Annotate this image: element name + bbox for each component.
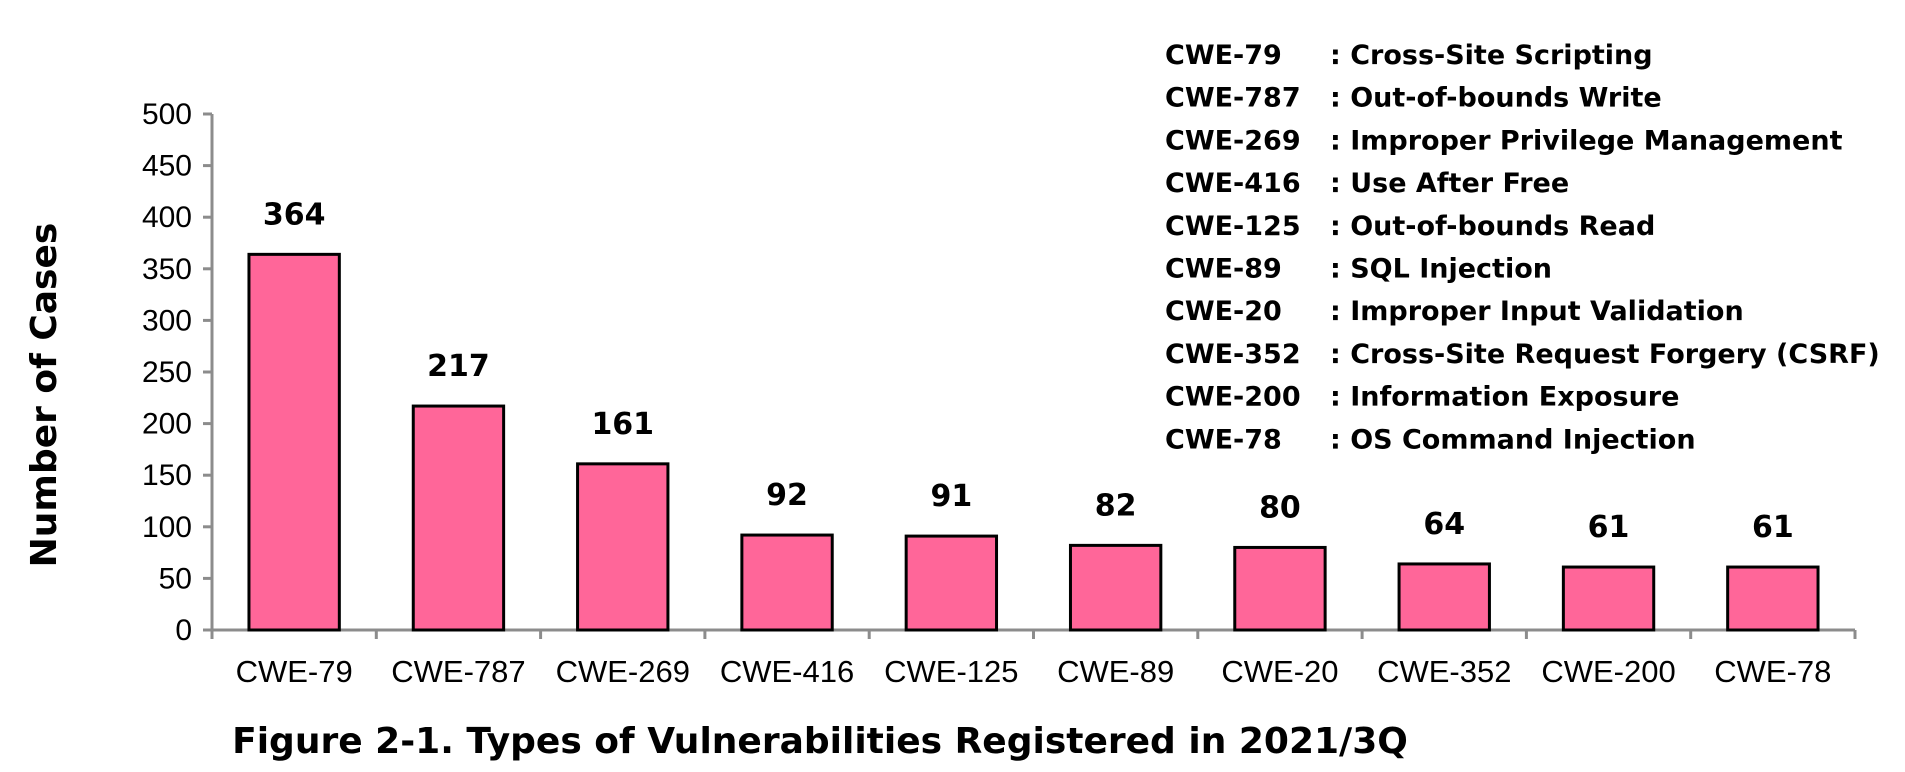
y-tick-label: 350 — [142, 253, 192, 286]
data-labels: 364 217 161 92 91 82 80 64 61 61 — [263, 197, 1794, 545]
legend-code: CWE-20 — [1165, 296, 1282, 327]
data-label: 161 — [591, 407, 654, 442]
legend-description: : Cross-Site Request Forgery (CSRF) — [1330, 339, 1880, 370]
x-tick-label: CWE-416 — [720, 654, 854, 689]
legend-code: CWE-200 — [1165, 382, 1301, 413]
legend-description: : Out-of-bounds Read — [1330, 211, 1655, 242]
bar-cwe-89 — [1068, 543, 1163, 632]
legend-description: : Out-of-bounds Write — [1330, 83, 1662, 114]
y-tick-label: 0 — [175, 614, 192, 647]
bars — [247, 252, 1820, 632]
x-tick-label: CWE-79 — [236, 654, 353, 689]
legend-code: CWE-352 — [1165, 339, 1301, 370]
bar-cwe-20 — [1233, 545, 1327, 632]
y-tick-label: 100 — [142, 511, 192, 544]
chart-title: Figure 2-1. Types of Vulnerabilities Reg… — [232, 721, 1408, 762]
bar-cwe-200 — [1561, 565, 1656, 632]
y-tick-label: 150 — [142, 459, 192, 492]
x-tick-label: CWE-78 — [1714, 654, 1831, 689]
y-axis-label: Number of Cases — [24, 223, 65, 568]
x-tick-label: CWE-89 — [1057, 654, 1174, 689]
bar-cwe-125 — [904, 534, 999, 632]
legend-description: : Use After Free — [1330, 168, 1569, 199]
x-tick-label: CWE-352 — [1377, 654, 1511, 689]
legend-code: CWE-416 — [1165, 168, 1301, 199]
y-tick-label: 50 — [159, 562, 192, 595]
y-tick-label: 250 — [142, 356, 192, 389]
data-label: 61 — [1752, 510, 1794, 545]
bar-cwe-416 — [740, 533, 834, 632]
bar-cwe-787 — [411, 404, 506, 632]
data-label: 82 — [1095, 488, 1137, 523]
legend-description: : Cross-Site Scripting — [1330, 40, 1653, 71]
x-tick-label: CWE-125 — [884, 654, 1018, 689]
data-label: 64 — [1423, 507, 1465, 542]
data-label: 61 — [1588, 510, 1630, 545]
y-tick-label: 400 — [142, 201, 192, 234]
legend-description: : Improper Input Validation — [1330, 296, 1744, 327]
data-label: 92 — [766, 478, 808, 513]
legend-code: CWE-78 — [1165, 424, 1282, 455]
y-tick-label: 500 — [142, 98, 192, 131]
bar-cwe-78 — [1726, 565, 1820, 632]
bar-cwe-352 — [1397, 562, 1491, 632]
data-label: 364 — [263, 197, 326, 232]
legend-description: : SQL Injection — [1330, 254, 1552, 285]
legend-description: : Improper Privilege Management — [1330, 125, 1843, 156]
legend-description: : Information Exposure — [1330, 382, 1679, 413]
x-tick-label: CWE-787 — [391, 654, 525, 689]
x-tick-label: CWE-200 — [1541, 654, 1675, 689]
x-tick-label: CWE-269 — [556, 654, 690, 689]
y-tick-label: 450 — [142, 150, 192, 183]
legend: CWE-79 : Cross-Site Scripting CWE-787 : Out… — [1165, 40, 1880, 455]
x-tick-label: CWE-20 — [1221, 654, 1338, 689]
legend-code: CWE-89 — [1165, 254, 1282, 285]
legend-code: CWE-125 — [1165, 211, 1301, 242]
data-label: 80 — [1259, 490, 1301, 525]
y-tick-label: 300 — [142, 304, 192, 337]
legend-code: CWE-79 — [1165, 40, 1282, 71]
legend-code: CWE-269 — [1165, 125, 1301, 156]
bar-cwe-269 — [576, 462, 670, 632]
data-label: 217 — [427, 349, 490, 384]
bar-cwe-79 — [247, 252, 341, 632]
category-labels: CWE-79 CWE-787 CWE-269 CWE-416 CWE-125 CWE-89… — [236, 654, 1832, 689]
y-tick-label: 200 — [142, 408, 192, 441]
legend-description: : OS Command Injection — [1330, 424, 1696, 455]
legend-code: CWE-787 — [1165, 83, 1301, 114]
data-label: 91 — [930, 479, 972, 514]
y-ticks: 0 50 100 150 200 250 300 350 400 450 500 — [142, 98, 212, 647]
